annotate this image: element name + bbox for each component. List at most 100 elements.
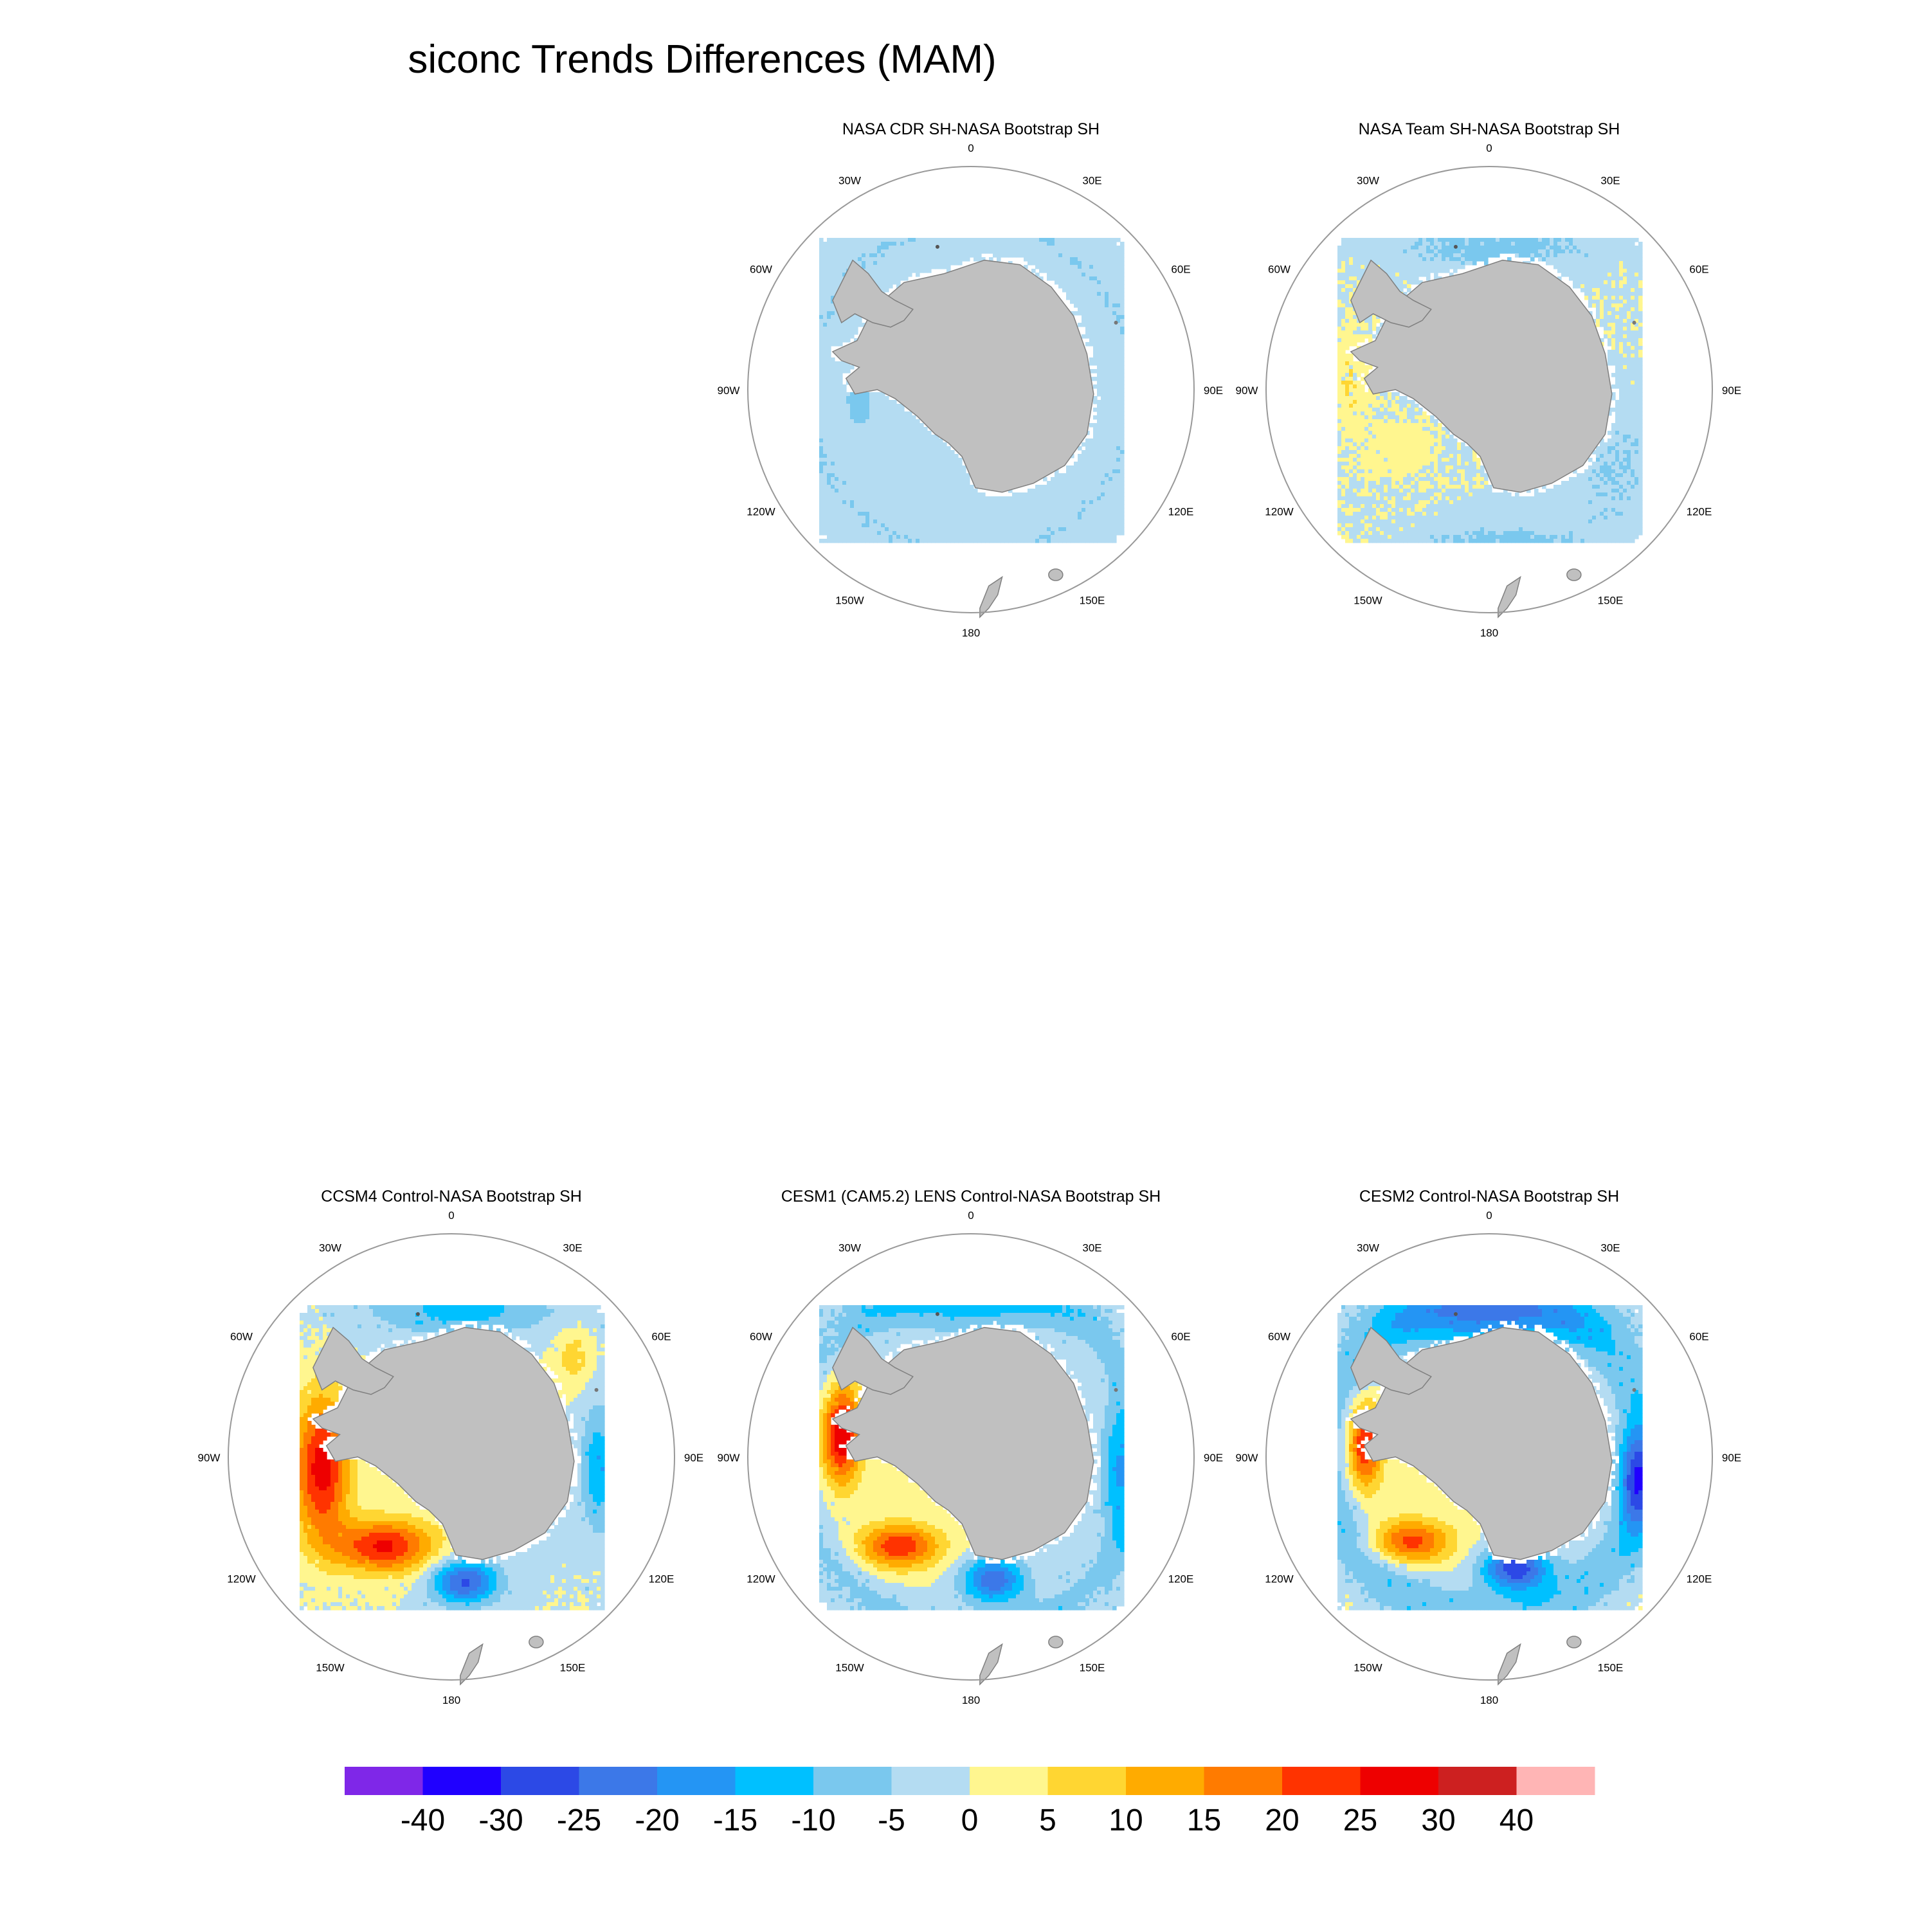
longitude-label: 0 [448, 1209, 454, 1222]
trend-field [819, 1305, 1125, 1611]
longitude-label: 0 [1486, 142, 1492, 154]
south-america-landmass [832, 259, 914, 328]
longitude-label: 90W [1236, 384, 1258, 397]
colorbar-label: 40 [1499, 1803, 1534, 1837]
colorbar-label: -20 [635, 1803, 679, 1837]
island-marker [1114, 1387, 1118, 1392]
colorbar-swatch [579, 1767, 658, 1795]
colorbar-label: 20 [1265, 1803, 1299, 1837]
colorbar-swatch [1204, 1767, 1283, 1795]
south-america-landmass [832, 1326, 914, 1395]
longitude-label: 30E [1082, 1242, 1101, 1254]
figure-title: siconc Trends Differences (MAM) [408, 37, 996, 82]
colorbar-swatch [345, 1767, 423, 1795]
trend-field [300, 1305, 605, 1611]
map-boundary-circle [1265, 166, 1713, 613]
longitude-label: 60W [750, 264, 772, 276]
longitude-label: 30E [1082, 175, 1101, 187]
longitude-label: 30W [319, 1242, 341, 1254]
colorbar-swatch [657, 1767, 736, 1795]
new-zealand-landmass [460, 1643, 484, 1686]
map-panel-cdr: NASA CDR SH-NASA Bootstrap SH 0 30E 60E 90E 1… [718, 120, 1224, 639]
island-marker [1453, 1312, 1458, 1316]
colorbar-label: -15 [713, 1803, 757, 1837]
longitude-label: 150E [1080, 595, 1105, 607]
colorbar-label: 30 [1421, 1803, 1455, 1837]
panel-title: CESM1 (CAM5.2) LENS Control-NASA Bootstr… [781, 1187, 1161, 1205]
panel-title: CCSM4 Control-NASA Bootstrap SH [321, 1187, 582, 1205]
colorbar-label: 5 [1039, 1803, 1056, 1837]
trend-field [1337, 238, 1643, 543]
colorbar: -40 -30 -25 -20 -15 -10 -5 0 5 10 15 20 25 30 40 [345, 1767, 1595, 1837]
longitude-label: 0 [968, 142, 974, 154]
longitude-label: 90E [684, 1452, 703, 1464]
longitude-label: 120E [1168, 506, 1194, 518]
longitude-label: 180 [442, 1694, 460, 1706]
longitude-label: 60E [1171, 1331, 1190, 1343]
colorbar-swatch [1282, 1767, 1361, 1795]
longitude-label: 120W [747, 506, 775, 518]
colorbar-label: 10 [1109, 1803, 1143, 1837]
longitude-label: 120W [1265, 506, 1293, 518]
tasmania-landmass [529, 1636, 544, 1648]
longitude-label: 60W [1268, 264, 1291, 276]
longitude-label: 0 [1486, 1209, 1492, 1222]
longitude-label: 90E [1722, 384, 1741, 397]
longitude-label: 120W [747, 1573, 775, 1585]
island-marker [1453, 244, 1458, 249]
colorbar-swatch [970, 1767, 1048, 1795]
map-boundary-circle [747, 1233, 1195, 1681]
longitude-label: 150W [316, 1662, 344, 1674]
longitude-label: 30E [563, 1242, 582, 1254]
longitude-label: 60E [1171, 264, 1190, 276]
colorbar-swatch [813, 1767, 892, 1795]
longitude-label: 180 [962, 1694, 980, 1706]
island-marker [415, 1312, 420, 1316]
colorbar-label: 0 [961, 1803, 979, 1837]
longitude-label: 90W [718, 384, 740, 397]
longitude-label: 180 [1480, 627, 1498, 639]
longitude-label: 120E [649, 1573, 675, 1585]
longitude-label: 30W [838, 175, 861, 187]
longitude-label: 30W [1357, 1242, 1379, 1254]
longitude-label: 120W [1265, 1573, 1293, 1585]
colorbar-swatch [735, 1767, 814, 1795]
colorbar-label: -5 [878, 1803, 905, 1837]
new-zealand-landmass [979, 1643, 1003, 1686]
colorbar-swatch [1360, 1767, 1439, 1795]
longitude-label: 30E [1600, 1242, 1620, 1254]
longitude-label: 120E [1168, 1573, 1194, 1585]
map-panel-ccsm4: CCSM4 Control-NASA Bootstrap SH 0 30E 60E 90… [198, 1187, 704, 1706]
colorbar-swatch [1438, 1767, 1517, 1795]
colorbar-label: -30 [478, 1803, 523, 1837]
map-boundary-circle [228, 1233, 675, 1681]
longitude-label: 90W [718, 1452, 740, 1464]
colorbar-swatch [891, 1767, 970, 1795]
panels: NASA CDR SH-NASA Bootstrap SH 0 30E 60E 90E 1… [198, 120, 1742, 1706]
trend-field [1337, 1305, 1643, 1611]
colorbar-label: -10 [791, 1803, 835, 1837]
longitude-label: 120E [1687, 506, 1712, 518]
longitude-label: 150W [1354, 595, 1382, 607]
longitude-label: 150E [560, 1662, 586, 1674]
colorbar-swatch [501, 1767, 579, 1795]
south-america-landmass [1350, 1326, 1432, 1395]
south-america-landmass [1350, 259, 1432, 328]
longitude-label: 60E [1689, 264, 1708, 276]
longitude-label: 60W [1268, 1331, 1291, 1343]
longitude-label: 120E [1687, 1573, 1712, 1585]
longitude-label: 90E [1204, 384, 1223, 397]
colorbar-swatch [422, 1767, 502, 1795]
tasmania-landmass [1048, 1636, 1064, 1648]
island-marker [935, 244, 939, 249]
longitude-label: 60E [1689, 1331, 1708, 1343]
panel-title: NASA CDR SH-NASA Bootstrap SH [842, 120, 1100, 138]
colorbar-label: 15 [1187, 1803, 1221, 1837]
island-marker [1632, 320, 1636, 325]
longitude-label: 120W [227, 1573, 255, 1585]
longitude-label: 30E [1600, 175, 1620, 187]
island-marker [935, 1312, 939, 1316]
longitude-label: 60E [651, 1331, 671, 1343]
